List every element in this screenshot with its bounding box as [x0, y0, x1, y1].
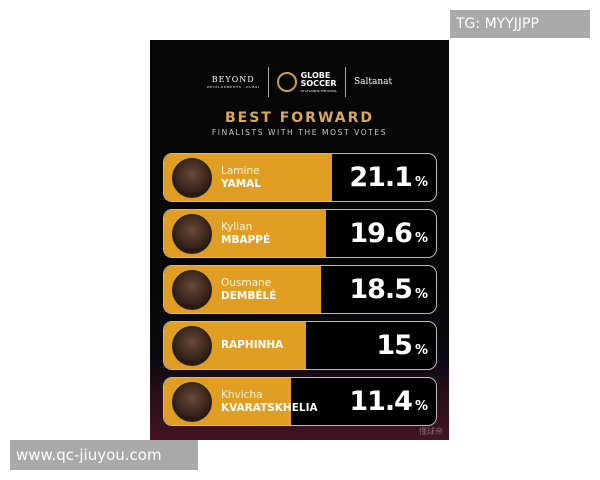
first-name: Khvicha — [221, 388, 263, 401]
player-avatar — [172, 214, 212, 254]
unit-label: % — [414, 175, 428, 190]
bar-row: Khvicha KVARATSKHELIA 11.4 % — [163, 377, 437, 426]
value-label: 11.4 — [349, 386, 413, 417]
data-label: 21.1 % — [349, 154, 428, 201]
data-label: 11.4 % — [349, 378, 428, 425]
player-avatar — [172, 382, 212, 422]
last-name: DEMBÉLÉ — [221, 289, 277, 302]
first-name: Lamine — [221, 164, 260, 177]
data-label: 18.5 % — [349, 266, 428, 313]
player-avatar — [172, 270, 212, 310]
globe-soccer-logo: GLOBE SOCCER AT ATLANTIS THE ROYAL — [276, 71, 337, 93]
card-watermark: 懂球帝 — [419, 427, 443, 436]
player-name: Khvicha KVARATSKHELIA — [221, 378, 318, 425]
first-name: Kylian — [221, 220, 253, 233]
beyond-logo: BEYOND DEVELOPMENTS · DUBAI — [206, 74, 260, 89]
saltanat-logo: Saltanat — [353, 77, 393, 87]
value-label: 15 — [376, 330, 413, 361]
infographic-card: BEYOND DEVELOPMENTS · DUBAI GLOBE SOCCER AT… — [150, 40, 449, 440]
first-name: Ousmane — [221, 276, 272, 289]
watermark-top-right: TG: MYYJJPP — [450, 10, 590, 38]
bar-row: Ousmane DEMBÉLÉ 18.5 % — [163, 265, 437, 314]
last-name: RAPHINHA — [221, 339, 284, 352]
bar-row: RAPHINHA 15 % — [163, 321, 437, 370]
value-label: 19.6 — [349, 218, 413, 249]
divider — [344, 67, 346, 97]
data-label: 15 % — [376, 322, 428, 369]
watermark-bottom-left: www.qc-jiuyou.com — [10, 440, 198, 470]
value-label: 18.5 — [349, 274, 413, 305]
divider — [267, 67, 269, 97]
data-label: 19.6 % — [349, 210, 428, 257]
chart-title: BEST FORWARD — [224, 110, 375, 126]
player-name: Lamine YAMAL — [221, 154, 261, 201]
player-avatar — [172, 158, 212, 198]
player-avatar — [172, 326, 212, 366]
globe-icon — [276, 72, 297, 92]
bar-row: Kylian MBAPPÉ 19.6 % — [163, 209, 437, 258]
player-name: RAPHINHA — [221, 322, 283, 369]
unit-label: % — [414, 343, 428, 358]
unit-label: % — [414, 231, 428, 246]
player-name: Ousmane DEMBÉLÉ — [221, 266, 276, 313]
last-name: MBAPPÉ — [221, 233, 271, 246]
chart-subtitle: FINALISTS WITH THE MOST VOTES — [211, 128, 388, 137]
last-name: KVARATSKHELIA — [221, 401, 318, 414]
unit-label: % — [414, 399, 428, 414]
bar-row: Lamine YAMAL 21.1 % — [163, 153, 437, 202]
sponsor-logos: BEYOND DEVELOPMENTS · DUBAI GLOBE SOCCER AT… — [150, 64, 449, 100]
player-name: Kylian MBAPPÉ — [221, 210, 270, 257]
last-name: YAMAL — [221, 177, 261, 190]
unit-label: % — [414, 287, 428, 302]
value-label: 21.1 — [349, 162, 413, 193]
